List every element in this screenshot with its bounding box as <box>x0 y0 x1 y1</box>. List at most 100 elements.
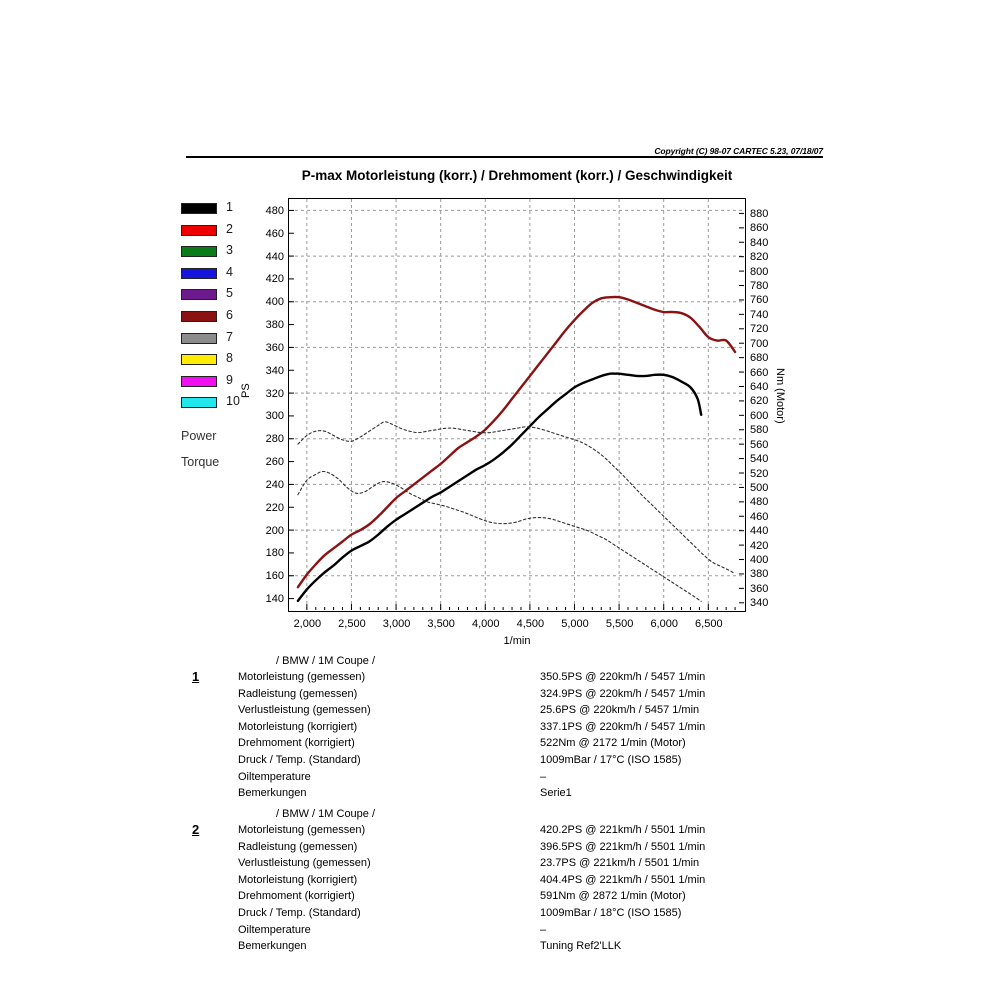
y-axis-right-label: Nm (Motor) <box>774 368 786 424</box>
run-detail-value: 396.5PS @ 221km/h / 5501 1/min <box>540 840 706 853</box>
run-detail-key: Motorleistung (korrigiert) <box>238 720 358 733</box>
legend-swatch-5 <box>181 289 217 301</box>
run-detail-value: Serie1 <box>540 787 572 800</box>
run-detail-row: Drehmoment (korrigiert) 522Nm @ 2172 1/mi… <box>238 737 878 754</box>
y-tick-left: 360 <box>265 341 284 354</box>
run-detail-row: Verlustleistung (gemessen) 23.7PS @ 221km… <box>238 857 878 874</box>
y-tick-right: 620 <box>750 395 769 408</box>
run-detail-key: Radleistung (gemessen) <box>238 687 358 700</box>
x-tick: 3,500 <box>427 618 455 630</box>
legend-label: 1 <box>226 200 233 214</box>
y-tick-left: 440 <box>265 250 284 263</box>
y-tick-right: 760 <box>750 294 769 307</box>
run-detail-key: Radleistung (gemessen) <box>238 840 358 853</box>
x-tick: 6,500 <box>695 618 723 630</box>
run-detail-key: Oiltemperature <box>238 923 311 936</box>
x-axis-label: 1/min <box>503 635 531 647</box>
legend-torque-label: Torque <box>181 455 220 469</box>
y-tick-right: 680 <box>750 352 769 365</box>
run-detail-row: Radleistung (gemessen) 324.9PS @ 220km/h … <box>238 688 878 705</box>
y-tick-left: 380 <box>265 319 284 332</box>
x-tick: 5,000 <box>561 618 589 630</box>
legend-label: 7 <box>226 329 233 344</box>
run-detail-value: 591Nm @ 2872 1/min (Motor) <box>540 890 686 903</box>
run-detail-row: Oiltemperature – <box>238 771 878 788</box>
dyno-plot-area <box>288 198 746 612</box>
run-detail-row: Drehmoment (korrigiert) 591Nm @ 2872 1/mi… <box>238 890 878 907</box>
y-tick-right: 460 <box>750 510 769 523</box>
legend-label: 8 <box>226 351 233 366</box>
y-tick-right: 700 <box>750 337 769 350</box>
series-line <box>296 372 703 603</box>
run-detail-key: Druck / Temp. (Standard) <box>238 906 361 919</box>
legend-row: 8 <box>176 350 286 372</box>
run-vehicle-2: / BMW / 1M Coupe / <box>276 808 376 820</box>
legend-label: 9 <box>226 372 233 387</box>
x-tick: 3,000 <box>382 618 411 630</box>
run-detail-value: 1009mBar / 17°C (ISO 1585) <box>540 753 682 766</box>
y-tick-left: 280 <box>265 433 284 446</box>
legend-row: 4 <box>176 264 286 286</box>
data-series <box>296 295 737 603</box>
legend-label: 3 <box>226 243 233 258</box>
y-tick-right: 400 <box>750 554 769 567</box>
y-tick-right: 780 <box>750 280 769 293</box>
legend-swatch-1 <box>181 203 217 214</box>
run-detail-value: 25.6PS @ 220km/h / 5457 1/min <box>540 704 700 717</box>
legend-swatch-7 <box>181 332 217 344</box>
series-line <box>297 470 702 602</box>
legend-row: 2 <box>176 221 286 243</box>
legend-swatch-4 <box>181 267 217 279</box>
y-tick-right: 600 <box>750 409 769 422</box>
run-vehicle-1: / BMW / 1M Coupe / <box>276 655 376 667</box>
run-detail-value: 1009mBar / 18°C (ISO 1585) <box>540 906 682 919</box>
run-detail-key: Oiltemperature <box>238 770 311 783</box>
run-detail-value: Tuning Ref2'LLK <box>540 940 622 953</box>
run-detail-key: Verlustleistung (gemessen) <box>238 857 371 870</box>
legend-power-label: Power <box>181 429 217 443</box>
y-axis-left-label: PS <box>240 383 252 398</box>
legend-label: 4 <box>226 264 233 279</box>
legend-row: 10 <box>176 393 286 415</box>
y-tick-left: 460 <box>265 227 284 240</box>
run-detail-row: Oiltemperature – <box>238 924 878 941</box>
y-tick-right: 740 <box>750 308 769 321</box>
y-tick-right: 640 <box>750 380 769 393</box>
run-detail-key: Druck / Temp. (Standard) <box>238 753 361 766</box>
y-tick-right: 440 <box>750 525 769 538</box>
legend-row: 9 <box>176 372 286 394</box>
legend-row: 6 <box>176 307 286 329</box>
series-line <box>297 421 736 575</box>
x-tick: 2,000 <box>293 618 322 630</box>
run-detail-value: 404.4PS @ 221km/h / 5501 1/min <box>540 873 706 886</box>
legend-label: 2 <box>226 221 233 236</box>
y-tick-left: 320 <box>265 387 284 400</box>
run-detail-value: 420.2PS @ 221km/h / 5501 1/min <box>540 824 706 836</box>
legend-label: 6 <box>226 307 233 322</box>
grid-lines <box>289 199 744 610</box>
y-tick-left: 260 <box>265 456 284 469</box>
y-tick-right: 560 <box>750 438 769 451</box>
run-detail-row: Druck / Temp. (Standard) 1009mBar / 17°C … <box>238 754 878 771</box>
y-tick-left: 340 <box>265 364 284 377</box>
legend-swatch-10 <box>181 397 217 409</box>
y-tick-right: 360 <box>750 582 769 595</box>
axis-tick-marks <box>289 209 744 610</box>
run-detail-row: Bemerkungen Tuning Ref2'LLK <box>238 940 878 957</box>
run-detail-value: 350.5PS @ 220km/h / 5457 1/min <box>540 671 706 683</box>
run-detail-value: 23.7PS @ 221km/h / 5501 1/min <box>540 857 700 870</box>
run-detail-row: Motorleistung (korrigiert) 404.4PS @ 221k… <box>238 874 878 891</box>
y-axis-right-ticks: 880 860 840 820 800 780 760 740 720 700 680 660 640 6… <box>750 198 790 612</box>
y-tick-left: 420 <box>265 273 284 286</box>
y-tick-right: 860 <box>750 222 769 235</box>
run-detail-row: Verlustleistung (gemessen) 25.6PS @ 220km… <box>238 704 878 721</box>
run-detail-row: Motorleistung (gemessen) 420.2PS @ 221km/… <box>238 824 878 841</box>
legend-row: 5 <box>176 285 286 307</box>
x-tick: 4,500 <box>516 618 545 630</box>
run-index-2: 2 <box>192 822 200 837</box>
run-detail-row: Bemerkungen Serie1 <box>238 787 878 804</box>
legend-row: 1 <box>176 199 286 221</box>
legend-row: 3 <box>176 242 286 264</box>
run-detail-key: Verlustleistung (gemessen) <box>238 704 371 717</box>
x-tick: 6,000 <box>650 618 678 630</box>
